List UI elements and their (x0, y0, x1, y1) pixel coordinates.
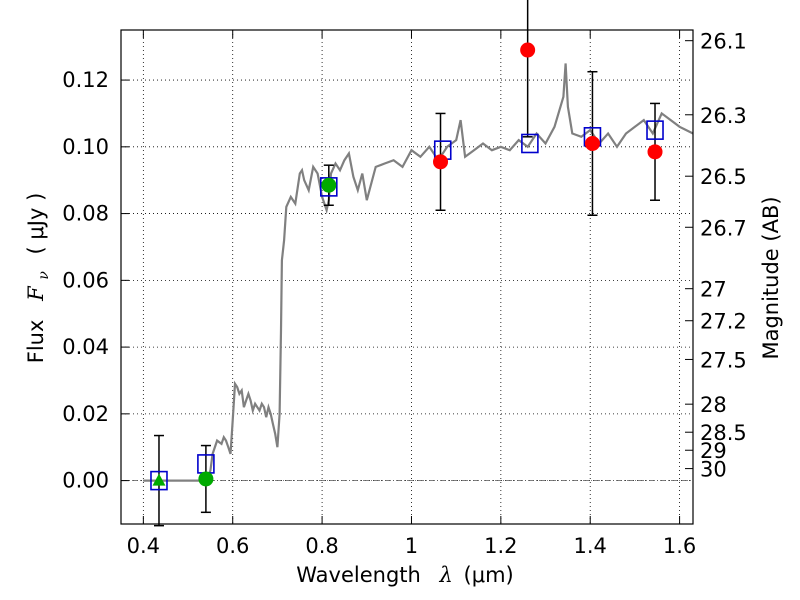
y-tick-label: 0.06 (62, 268, 109, 292)
x-tick-label: 1 (405, 534, 418, 558)
y2-tick-label: 26.3 (700, 104, 747, 128)
model-photometry-point (150, 470, 168, 491)
x-tick-label: 0.8 (305, 534, 338, 558)
y2-tick-label: 29 (700, 439, 727, 463)
y-tick-label: 0.00 (62, 469, 109, 493)
upper-limit-point (152, 473, 166, 486)
x-tick-label: 0.6 (216, 534, 249, 558)
detection-point (584, 135, 600, 151)
y-tick-label: 0.02 (62, 402, 109, 426)
y-axis-title: Flux F ν ( μJy ) (24, 193, 53, 364)
detection-point (433, 154, 449, 170)
detection-point (647, 144, 663, 160)
y-ticks: 0.00 0.02 0.04 0.06 0.08 0.10 0.12 (62, 68, 129, 493)
x-tick-label: 1.4 (574, 534, 607, 558)
optical-point (198, 471, 214, 487)
model-photometry-point (646, 120, 664, 140)
y2-tick-label: 27.2 (700, 310, 747, 334)
y-tick-label: 0.04 (62, 335, 109, 359)
plot-frame (120, 29, 694, 525)
x-tick-label: 1.2 (484, 534, 517, 558)
y2-tick-label: 27.5 (700, 348, 747, 372)
y-tick-label: 0.12 (62, 68, 109, 92)
y2-tick-label: 26.7 (700, 216, 747, 240)
y-tick-label: 0.08 (62, 202, 109, 226)
y2-tick-label: 28.5 (700, 421, 747, 445)
x-ticks: 0.4 0.6 0.8 1 1.2 1.4 1.6 (127, 30, 696, 558)
detection-point (520, 42, 536, 58)
x-tick-label: 0.4 (127, 534, 160, 558)
y2-tick-label: 30 (700, 458, 727, 482)
x-tick-label: 1.6 (663, 534, 696, 558)
y2-tick-label: 26.5 (700, 165, 747, 189)
y2-axis-title: Magnitude (AB) (759, 196, 783, 359)
y2-tick-label: 26.1 (700, 30, 747, 54)
model-photometry-point (521, 133, 539, 154)
model-spectrum-layer (143, 63, 694, 482)
grid (121, 30, 693, 524)
y-tick-label: 0.10 (62, 135, 109, 159)
y2-tick-label: 28 (700, 393, 727, 417)
model-spectrum-line (143, 63, 694, 482)
markers-layer (150, 42, 664, 491)
x-axis-title: Wavelength λ (μm) (296, 563, 513, 587)
y2-tick-label: 27 (700, 278, 727, 302)
optical-point (321, 177, 337, 193)
